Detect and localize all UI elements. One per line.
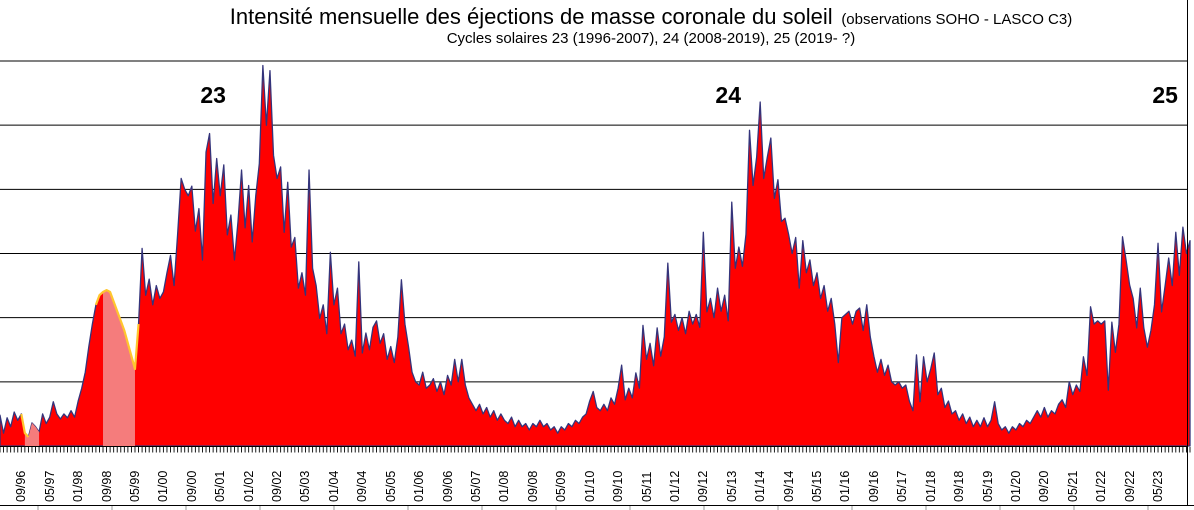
x-axis-label: 05/07 xyxy=(469,470,483,502)
x-axis-label: 05/97 xyxy=(42,470,57,502)
x-axis-label: 09/96 xyxy=(14,470,29,502)
x-axis-label: 09/08 xyxy=(525,470,540,502)
chart-title: Intensité mensuelle des éjections de mas… xyxy=(0,4,1194,29)
x-axis-label: 01/06 xyxy=(412,470,427,502)
x-axis-label: 05/17 xyxy=(895,470,910,502)
x-axis-label: 05/99 xyxy=(127,470,142,502)
x-axis-label: 05/23 xyxy=(1151,470,1166,502)
x-axis-label: 05/05 xyxy=(383,470,398,502)
x-axis-label: 05/21 xyxy=(1065,470,1080,502)
x-axis-label: 09/00 xyxy=(184,470,199,502)
x-axis-label: 05/19 xyxy=(980,470,995,502)
data-gap-band xyxy=(24,422,40,446)
x-axis-label: 09/98 xyxy=(99,470,114,502)
x-axis-label: 01/02 xyxy=(241,470,256,502)
data-gap-band xyxy=(103,290,135,446)
x-axis-label: 05/11 xyxy=(639,471,654,502)
x-axis-label: 05/13 xyxy=(724,470,739,502)
x-axis-label: 09/18 xyxy=(952,470,967,502)
x-axis-label: 09/16 xyxy=(866,470,881,502)
chart-title-annotation: (observations SOHO - LASCO C3) xyxy=(837,11,1072,28)
x-axis-label: 05/09 xyxy=(554,470,569,502)
x-axis-label: 01/20 xyxy=(1008,470,1023,502)
chart-subtitle: Cycles solaires 23 (1996-2007), 24 (2008… xyxy=(446,30,856,47)
x-axis-label: 01/12 xyxy=(667,470,682,502)
x-axis-label: 05/03 xyxy=(298,470,313,502)
data-gap-top-line xyxy=(20,413,30,438)
x-axis-label: 09/06 xyxy=(440,470,455,502)
x-axis-label: 09/10 xyxy=(611,470,626,502)
area-series xyxy=(0,64,1191,447)
x-axis-label: 09/22 xyxy=(1122,470,1137,502)
x-axis-label: 01/18 xyxy=(923,470,938,502)
data-gap-top-line xyxy=(94,288,140,371)
x-axis-label: 09/04 xyxy=(355,470,370,502)
x-axis-label: 01/22 xyxy=(1094,470,1109,502)
x-axis-label: 01/16 xyxy=(838,470,853,502)
x-axis-label: 01/04 xyxy=(326,470,341,502)
x-axis-label: 09/02 xyxy=(270,470,285,502)
x-axis-label: 09/12 xyxy=(696,470,711,502)
x-axis-label: 09/14 xyxy=(781,470,796,502)
x-axis-label: 09/20 xyxy=(1037,470,1052,502)
cycle-label-23: 23 xyxy=(200,82,226,108)
x-axis-label: 01/08 xyxy=(497,470,512,502)
x-axis-label: 05/01 xyxy=(213,470,228,502)
x-axis-label: 05/15 xyxy=(810,470,824,502)
x-axis-label: 01/10 xyxy=(582,470,597,502)
x-axis-label: 01/14 xyxy=(753,470,768,502)
x-axis-label: 01/00 xyxy=(156,470,171,502)
chart-title-main: Intensité mensuelle des éjections de mas… xyxy=(229,4,833,29)
chart-title-annotation-text: (observations SOHO - LASCO C3) xyxy=(841,11,1073,28)
x-axis-label: 01/98 xyxy=(71,470,86,502)
cycle-label-24: 24 xyxy=(715,82,741,108)
cycle-label-25: 25 xyxy=(1152,82,1178,108)
